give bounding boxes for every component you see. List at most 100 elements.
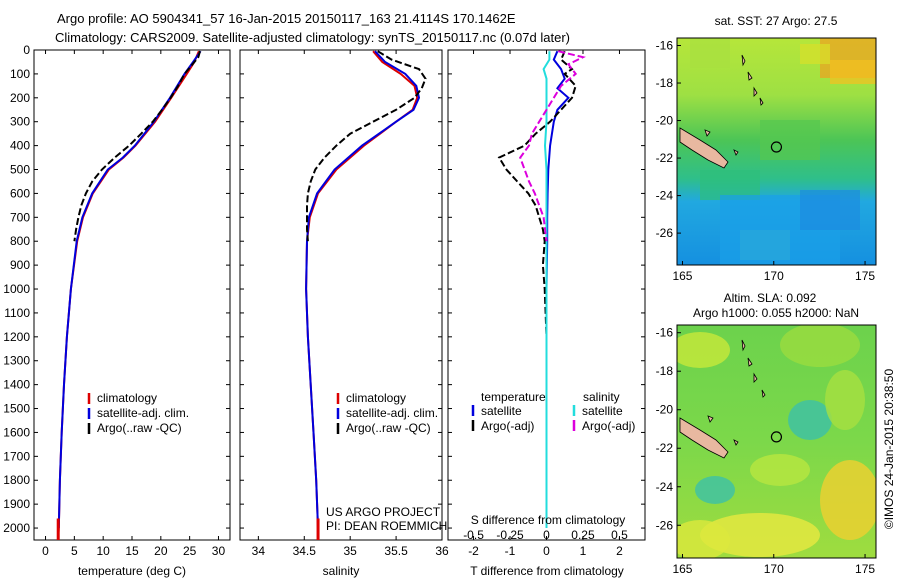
s-tick-label: 0.25	[571, 528, 595, 542]
salinity-x-axis: 34 34.5 35 35.5 36	[252, 50, 449, 558]
depth-axis: 0 100 200 300 400 500 600 700 800 900 1000 1100 1200…	[3, 43, 230, 535]
depth-tick-label: 300	[10, 115, 30, 129]
s-tick-label: -0.5	[463, 528, 484, 542]
series-line-argo-raw-qc-	[73, 50, 201, 242]
series-line-satellite-adj-clim-	[305, 50, 421, 529]
x-tick-label: 2	[616, 544, 623, 558]
depth-tick-label: 1700	[3, 449, 30, 463]
sla-map-title: Altim. SLA: 0.092	[724, 291, 817, 305]
lat-tick-label: -16	[656, 326, 674, 340]
lon-tick-label: 175	[855, 562, 875, 576]
x-tick-label: 35.5	[384, 544, 408, 558]
legend-t-satellite-label: satellite	[481, 404, 522, 418]
sst-map-panel: sat. SST: 27 Argo: 27.5 165 170 175 -16 -18 -…	[656, 14, 877, 283]
pi-credit: PI: DEAN ROEMMICH	[326, 519, 447, 533]
legend-satellite-label: satellite-adj. clim.	[97, 406, 189, 420]
salinity-panel: 34 34.5 35 35.5 36 salinity climatology sate…	[239, 49, 449, 578]
sst-patch	[800, 44, 830, 64]
legend-temperature-title: temperature	[481, 390, 546, 404]
temperature-panel: 0100200300400500600700800900100011001200…	[3, 43, 231, 578]
depth-tick-label: 600	[10, 186, 30, 200]
difference-panel: -2 -1 0 1 2 -0.5 -0.25 0 0.25 0.5 T difference f…	[447, 49, 646, 578]
sst-patch	[800, 190, 860, 230]
depth-tick-label: 800	[10, 234, 30, 248]
series-line-argo-raw-qc-	[306, 50, 427, 242]
sla-patch	[750, 454, 810, 486]
depth-tick-label: 1100	[4, 306, 30, 320]
lat-tick-label: -26	[656, 518, 674, 532]
s-tick-label: 0.5	[611, 528, 628, 542]
salinity-legend: climatology satellite-adj. clim. Argo(..…	[336, 391, 438, 435]
series-line-t-argo-adj-	[497, 50, 577, 337]
temperature-frame	[33, 49, 231, 541]
new-caledonia-land	[679, 417, 729, 459]
depth-tick-label: 700	[10, 210, 30, 224]
legend-argo-label: Argo(..raw -QC)	[346, 421, 431, 435]
sst-map-axes: 165 170 175 -16 -18 -20 -22 -24 -26	[656, 39, 876, 283]
depth-tick-label: 1400	[3, 378, 30, 392]
sst-patch	[740, 230, 790, 260]
legend-s-satellite-label: satellite	[582, 404, 623, 418]
s-difference-axis: -0.5 -0.25 0 0.25 0.5	[463, 528, 628, 542]
lat-tick-label: -18	[656, 364, 674, 378]
lat-tick-label: -24	[656, 480, 674, 494]
depth-tick-label: 1800	[3, 473, 30, 487]
argo-position-marker	[770, 141, 783, 153]
sla-patch	[677, 332, 730, 368]
sla-patch	[820, 460, 876, 540]
depth-tick-label: 100	[10, 67, 30, 81]
legend-satellite-label: satellite-adj. clim.	[346, 406, 438, 420]
temperature-xlabel: temperature (deg C)	[78, 564, 186, 578]
series-line-s-satellite	[542, 51, 551, 528]
difference-y-ticks	[448, 49, 645, 529]
lat-tick-label: -20	[656, 114, 674, 128]
project-credit: US ARGO PROJECT	[326, 505, 441, 519]
sla-map-subtitle: Argo h1000: 0.055 h2000: NaN	[693, 306, 859, 320]
lat-tick-label: -18	[656, 76, 674, 90]
salinity-frame	[239, 49, 443, 541]
sla-patch	[825, 370, 865, 430]
lat-tick-label: -16	[656, 39, 674, 53]
x-tick-label: 30	[212, 544, 226, 558]
argo-position-marker	[770, 431, 783, 443]
x-tick-label: 10	[96, 544, 110, 558]
salinity-y-ticks	[240, 49, 442, 529]
s-tick-label: -0.25	[496, 528, 524, 542]
x-tick-label: 34	[252, 544, 266, 558]
depth-tick-label: 1900	[3, 497, 30, 511]
legend-argo-label: Argo(..raw -QC)	[97, 421, 182, 435]
depth-tick-label: 2000	[3, 521, 30, 535]
legend-salinity-title: salinity	[583, 390, 620, 404]
sla-patch	[700, 513, 820, 557]
sst-patch	[690, 38, 730, 68]
sst-map-title: sat. SST: 27 Argo: 27.5	[715, 14, 838, 28]
x-tick-label: -2	[468, 544, 479, 558]
lon-tick-label: 165	[672, 269, 692, 283]
sla-patch	[695, 476, 735, 504]
imos-credit: ©IMOS 24-Jan-2015 20:38:50	[882, 369, 896, 530]
sst-map-frame	[676, 37, 877, 266]
x-tick-label: 0	[543, 544, 550, 558]
s-difference-label: S difference from climatology	[471, 513, 626, 527]
climatology-title: Climatology: CARS2009. Satellite-adjuste…	[55, 30, 570, 45]
legend-climatology-label: climatology	[346, 391, 406, 405]
depth-tick-label: 400	[10, 139, 30, 153]
vanuatu-islands	[707, 339, 766, 446]
x-tick-label: 15	[125, 544, 139, 558]
depth-tick-label: 1500	[3, 402, 30, 416]
temperature-x-axis: 0 5 10 15 20 25 30	[42, 50, 225, 558]
profile-title: Argo profile: AO 5904341_57 16-Jan-2015 …	[57, 11, 516, 26]
lat-tick-label: -20	[656, 403, 674, 417]
sla-patch	[780, 325, 860, 367]
s-tick-label: 0	[543, 528, 550, 542]
t-difference-xlabel: T difference from climatology	[470, 564, 624, 578]
salinity-xlabel: salinity	[323, 564, 360, 578]
x-tick-label: 1	[580, 544, 587, 558]
x-tick-label: 0	[42, 544, 49, 558]
depth-tick-label: 1000	[3, 282, 30, 296]
legend-climatology-label: climatology	[97, 391, 157, 405]
sla-map-axes: 165 170 175 -16 -18 -20 -22 -24 -26	[656, 326, 876, 576]
new-caledonia-land	[679, 127, 729, 169]
lon-tick-label: 170	[764, 562, 784, 576]
sla-map-panel: Altim. SLA: 0.092 Argo h1000: 0.055 h200…	[656, 291, 896, 576]
